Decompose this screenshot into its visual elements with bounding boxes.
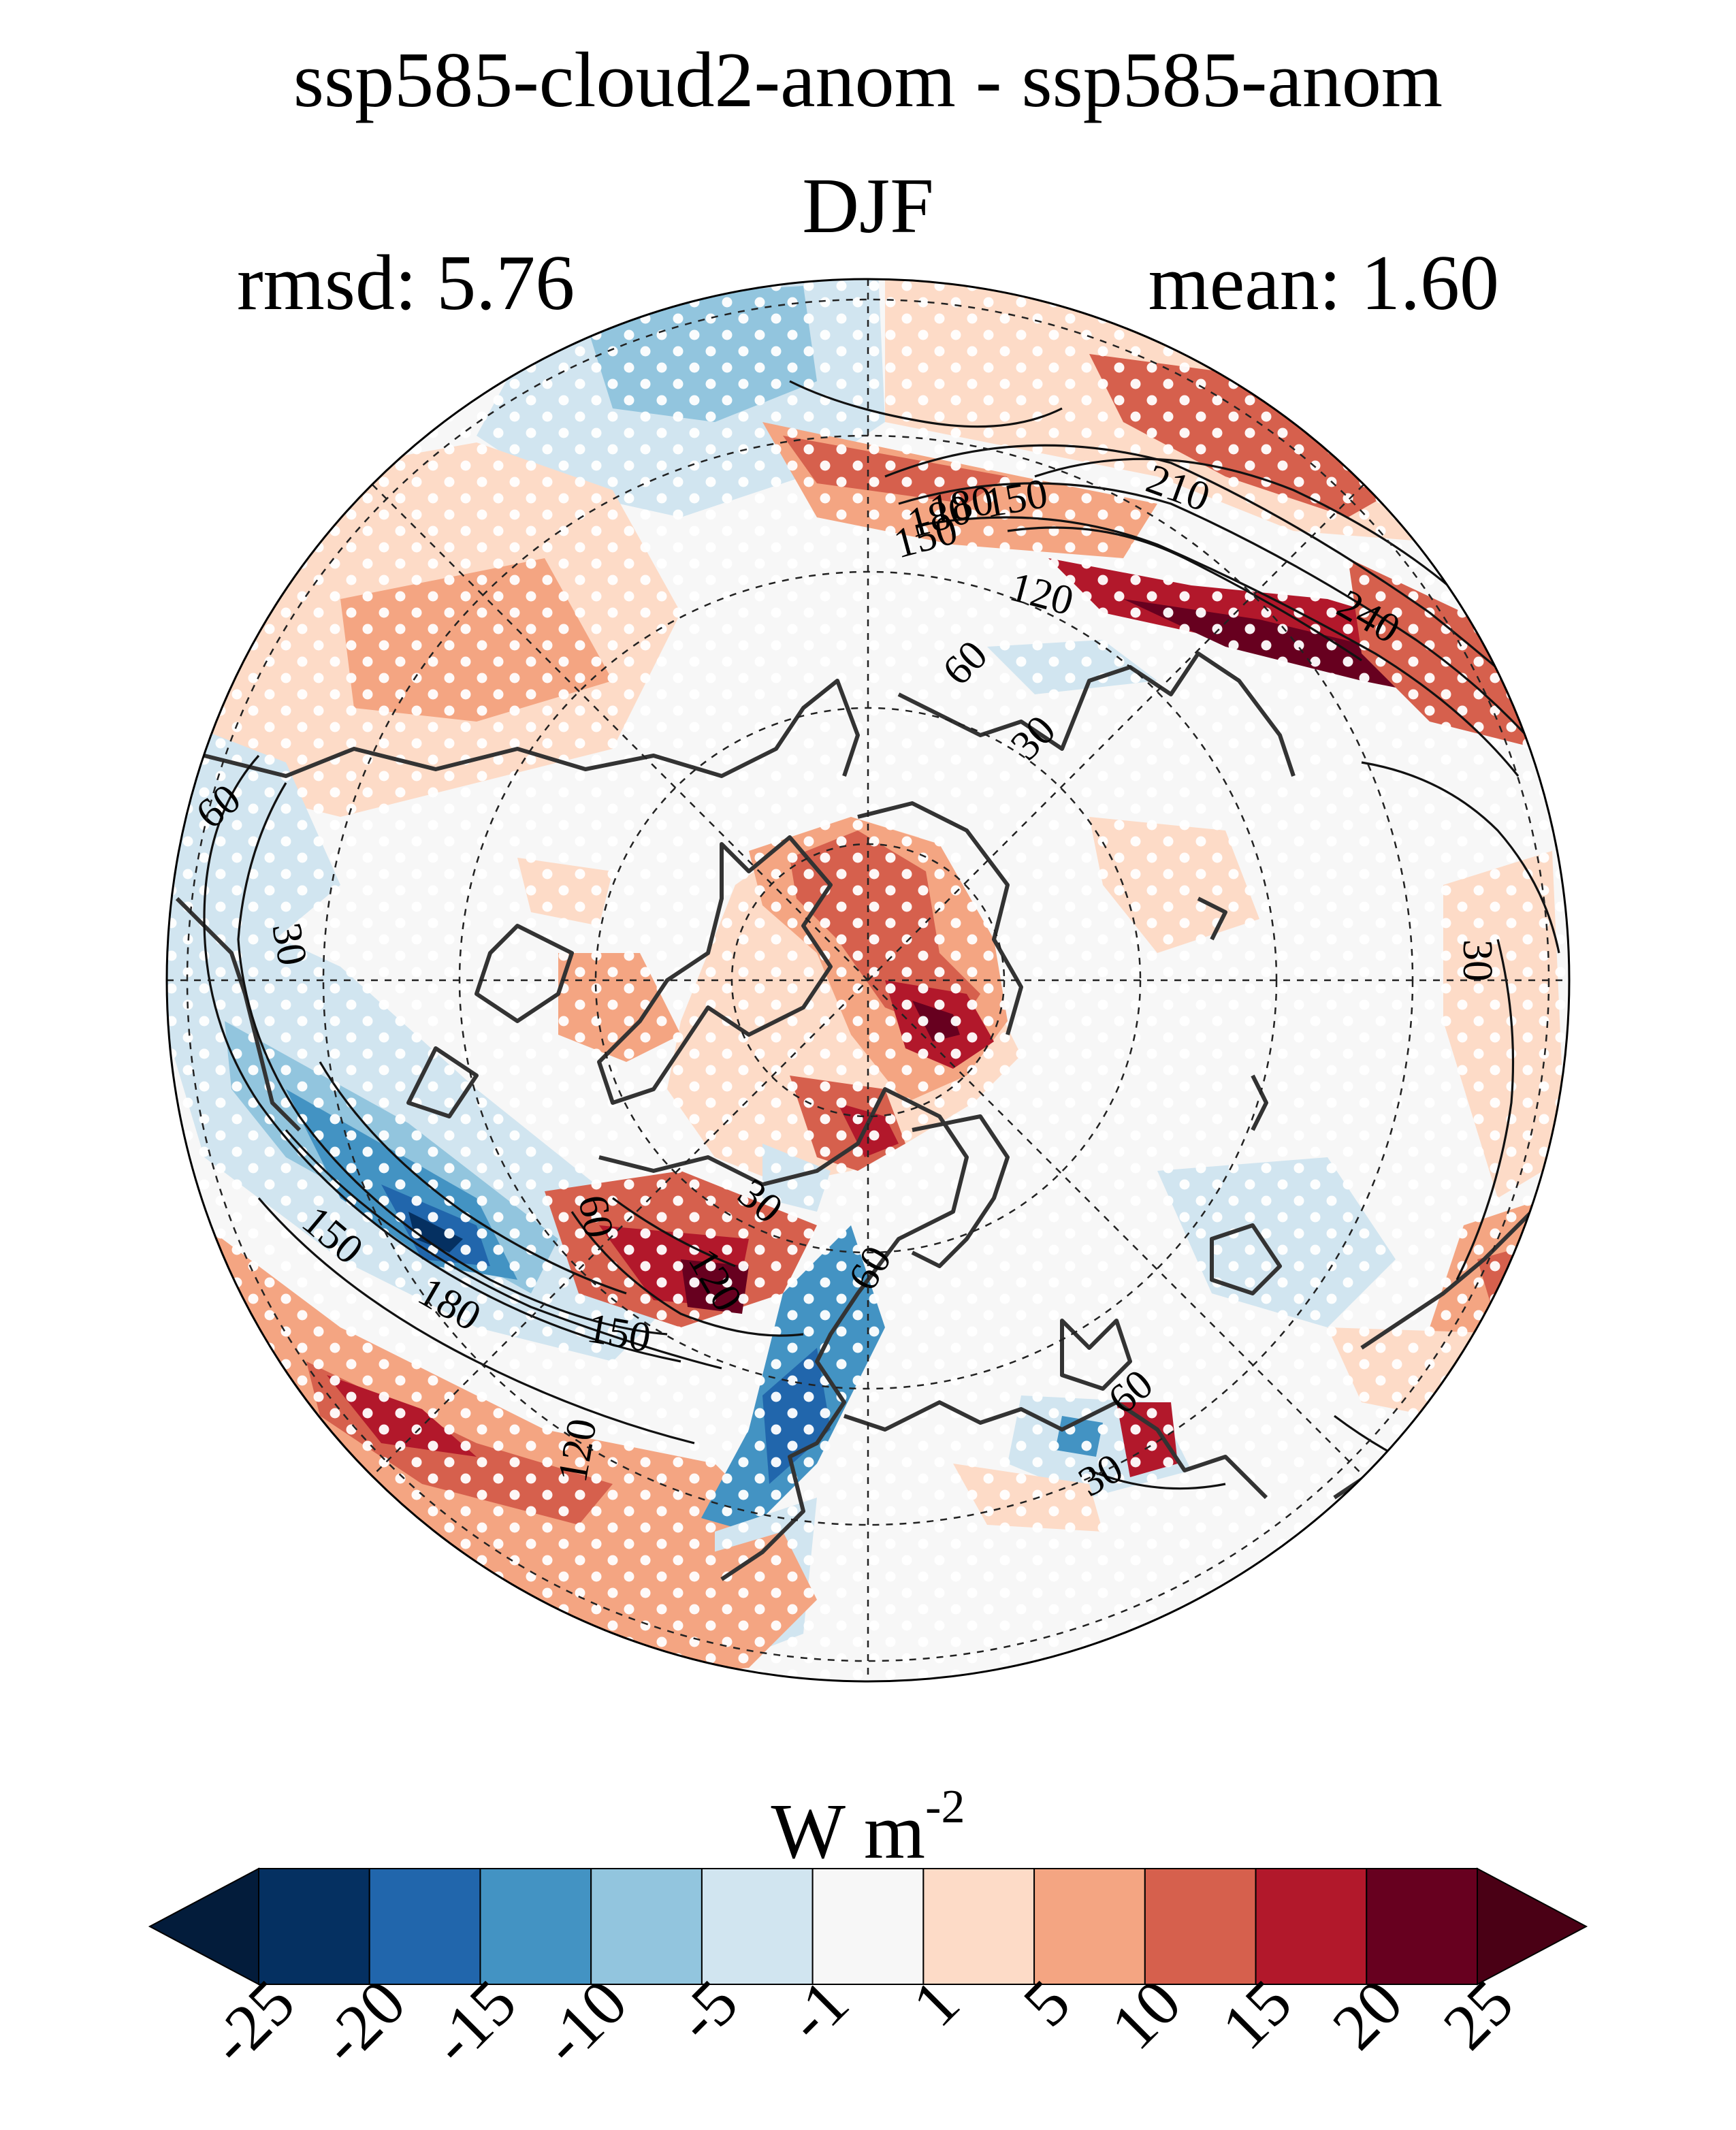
colorbar-bin: [701, 1868, 814, 1985]
colorbar-units: W m-2: [0, 1781, 1736, 1872]
colorbar-bin: [922, 1868, 1035, 1985]
contour-label: 180: [927, 477, 997, 534]
contour-label: 150: [584, 1305, 654, 1361]
colorbar-bin: [1033, 1868, 1146, 1985]
figure-title: ssp585-cloud2-anom - ssp585-anom: [293, 37, 1443, 124]
colorbar-bin: [258, 1868, 370, 1985]
colorbar-under-arrow: [148, 1867, 259, 1986]
map-field: 210 180 150 120 240 60 30 60 30 30 60 15…: [167, 279, 1569, 1681]
graticule: [167, 279, 1569, 1681]
rmsd-label: rmsd: 5.76: [237, 240, 575, 327]
units-exponent: -2: [925, 1781, 965, 1833]
colorbar-bin: [479, 1868, 592, 1985]
contour-label: 60: [569, 1192, 622, 1242]
colorbar-bin: [811, 1868, 925, 1985]
season-label: DJF: [802, 163, 934, 250]
colorbar-bin: [1366, 1868, 1478, 1985]
contour-label: 120: [549, 1415, 606, 1485]
contour-label: 30: [1454, 939, 1500, 982]
contour-label: 150: [981, 470, 1051, 527]
colorbar-bin: [1255, 1868, 1368, 1985]
contour-lines: [203, 380, 1560, 1490]
contour-label: 30: [263, 920, 316, 969]
map-boundary: [165, 278, 1571, 1683]
units-text: W m: [771, 1788, 926, 1875]
colorbar-over-arrow: [1477, 1867, 1588, 1986]
colorbar-bin: [368, 1868, 481, 1985]
colorbar-bin: [1144, 1868, 1257, 1985]
colorbar-bin: [590, 1868, 703, 1985]
mean-label: mean: 1.60: [1148, 240, 1499, 327]
colorbar-frame: [258, 1868, 1478, 1985]
colorbar-bins: [258, 1868, 1478, 1985]
coastlines: [175, 651, 1547, 1581]
